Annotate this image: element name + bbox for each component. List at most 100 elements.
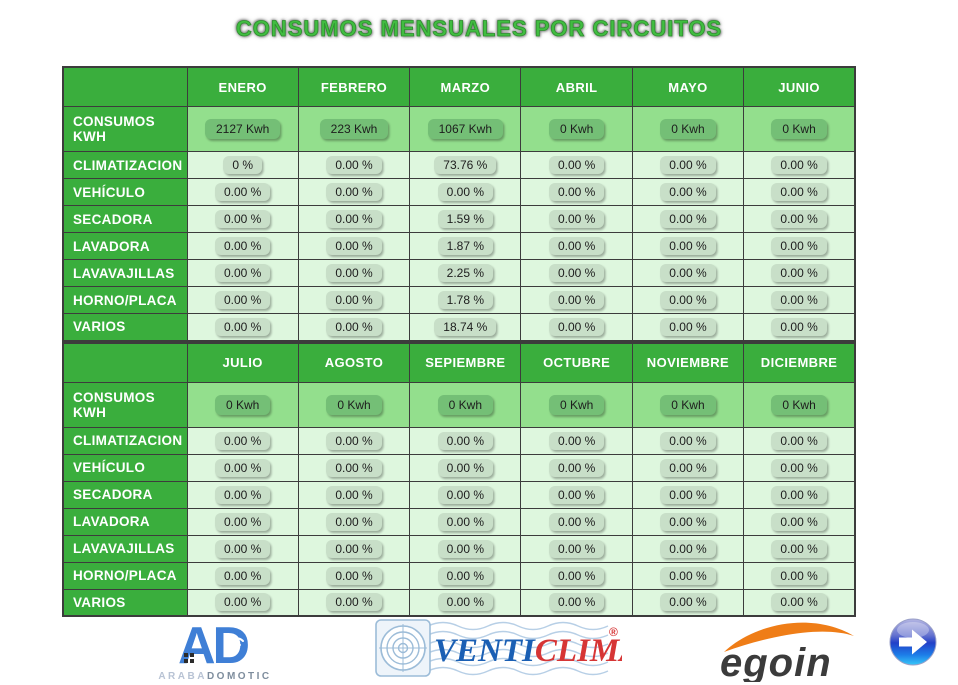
value-badge: 0.00 % — [771, 458, 827, 477]
value-cell: 0 Kwh — [186, 381, 299, 428]
value-cell: 0.00 % — [520, 151, 633, 179]
value-cell: 0.00 % — [631, 232, 745, 260]
value-badge: 0.00 % — [326, 183, 382, 201]
value-cell: 0.00 % — [743, 178, 856, 206]
consumption-tables: ENERO FEBRERO MARZO ABRIL MAYO JUNIO CONSUMOS… — [62, 66, 856, 617]
value-badge: 0.00 % — [214, 458, 271, 477]
row-label: SECADORA — [62, 480, 188, 509]
table-row: CONSUMOS KWH 2127 Kwh 223 Kwh 1067 Kwh 0 Kwh… — [62, 106, 856, 152]
value-badge: 0.00 % — [660, 458, 716, 477]
value-badge: 0.00 % — [214, 264, 271, 282]
value-badge: 0.00 % — [214, 291, 271, 309]
value-cell: 0.00 % — [297, 426, 411, 455]
value-cell: 0.00 % — [743, 561, 856, 590]
value-cell: 1.59 % — [409, 205, 522, 233]
value-cell: 2127 Kwh — [186, 106, 299, 152]
value-cell: 0.00 % — [520, 561, 633, 590]
value-badge: 0.00 % — [660, 317, 716, 336]
fan-icon — [375, 619, 431, 677]
value-cell: 0.00 % — [186, 534, 299, 563]
value-badge: 0 Kwh — [437, 394, 493, 415]
value-badge: 0.00 % — [660, 291, 716, 309]
value-cell: 2.25 % — [409, 259, 522, 287]
value-cell: 0.00 % — [631, 561, 745, 590]
value-cell: 1.78 % — [409, 286, 522, 314]
value-badge: 0 Kwh — [660, 119, 716, 139]
value-cell: 0 Kwh — [520, 106, 633, 152]
value-cell: 0.00 % — [297, 286, 411, 314]
value-badge: 0.00 % — [548, 593, 605, 612]
month-header: SEPIEMBRE — [409, 342, 522, 383]
value-badge: 0.00 % — [214, 512, 271, 531]
value-cell: 0.00 % — [297, 588, 411, 617]
value-badge: 1.59 % — [437, 210, 493, 228]
value-cell: 0.00 % — [520, 480, 633, 509]
row-label: SECADORA — [62, 205, 188, 233]
value-badge: 1067 Kwh — [427, 119, 503, 139]
value-badge: 0.00 % — [326, 566, 382, 585]
row-label: CONSUMOS KWH — [62, 106, 188, 152]
value-badge: 0.00 % — [660, 512, 716, 531]
month-header: MAYO — [631, 66, 745, 107]
value-cell: 0.00 % — [520, 232, 633, 260]
consumption-table-jan-jun: ENERO FEBRERO MARZO ABRIL MAYO JUNIO CONSUMOS… — [62, 66, 856, 342]
value-cell: 0.00 % — [631, 151, 745, 179]
value-cell: 0.00 % — [409, 534, 522, 563]
value-cell: 0.00 % — [297, 480, 411, 509]
month-header: OCTUBRE — [520, 342, 633, 383]
value-cell: 0.00 % — [631, 313, 745, 341]
value-cell: 0.00 % — [186, 313, 299, 341]
value-cell: 18.74 % — [409, 313, 522, 341]
value-cell: 0.00 % — [631, 480, 745, 509]
value-cell: 0.00 % — [297, 178, 411, 206]
value-cell: 0.00 % — [409, 426, 522, 455]
value-badge: 0.00 % — [660, 431, 716, 450]
value-cell: 0.00 % — [520, 259, 633, 287]
value-badge: 0.00 % — [437, 431, 493, 450]
value-badge: 0.00 % — [771, 291, 827, 309]
value-cell: 0.00 % — [520, 178, 633, 206]
value-badge: 0.00 % — [771, 566, 827, 585]
value-badge: 223 Kwh — [319, 119, 389, 139]
next-button[interactable] — [888, 617, 938, 667]
value-badge: 0.00 % — [548, 458, 605, 477]
value-badge: 0 Kwh — [548, 394, 605, 415]
value-badge: 0.00 % — [548, 291, 605, 309]
venticlima-logo: VENTICLIMA ® — [375, 619, 622, 677]
table-row: SECADORA 0.00 % 0.00 % 0.00 % 0.00 % 0.00 % 0.… — [62, 480, 856, 509]
egoin-logo: egoin — [720, 622, 854, 682]
value-badge: 0 Kwh — [771, 394, 827, 415]
value-badge: 0.00 % — [548, 431, 605, 450]
value-badge: 0.00 % — [214, 317, 271, 336]
wavy-lines-icon — [427, 621, 609, 676]
value-cell: 0.00 % — [409, 561, 522, 590]
table-row: LAVADORA 0.00 % 0.00 % 0.00 % 0.00 % 0.00 % 0.… — [62, 507, 856, 536]
row-label: CLIMATIZACION — [62, 151, 188, 179]
value-cell: 0.00 % — [520, 453, 633, 482]
month-header: JUNIO — [743, 66, 856, 107]
value-badge: 0.00 % — [771, 539, 827, 558]
value-badge: 0.00 % — [326, 237, 382, 255]
value-badge: 0.00 % — [660, 264, 716, 282]
table-row: CONSUMOS KWH 0 Kwh 0 Kwh 0 Kwh 0 Kwh 0 Kwh 0 K… — [62, 381, 856, 428]
value-cell: 0.00 % — [186, 232, 299, 260]
value-cell: 0.00 % — [743, 480, 856, 509]
value-badge: 0.00 % — [326, 210, 382, 228]
value-badge: 0.00 % — [548, 539, 605, 558]
value-cell: 0.00 % — [186, 259, 299, 287]
value-badge: 0.00 % — [548, 566, 605, 585]
value-cell: 0 Kwh — [409, 381, 522, 428]
row-label: VEHÍCULO — [62, 453, 188, 482]
value-cell: 0.00 % — [297, 151, 411, 179]
value-cell: 0 Kwh — [631, 106, 745, 152]
row-label: HORNO/PLACA — [62, 286, 188, 314]
value-badge: 18.74 % — [434, 317, 497, 336]
value-badge: 0.00 % — [771, 183, 827, 201]
value-cell: 0.00 % — [743, 205, 856, 233]
value-badge: 0.00 % — [326, 593, 382, 612]
row-label: VEHÍCULO — [62, 178, 188, 206]
row-label: LAVADORA — [62, 232, 188, 260]
value-cell: 0.00 % — [186, 480, 299, 509]
value-cell: 0.00 % — [186, 426, 299, 455]
value-cell: 0.00 % — [409, 178, 522, 206]
